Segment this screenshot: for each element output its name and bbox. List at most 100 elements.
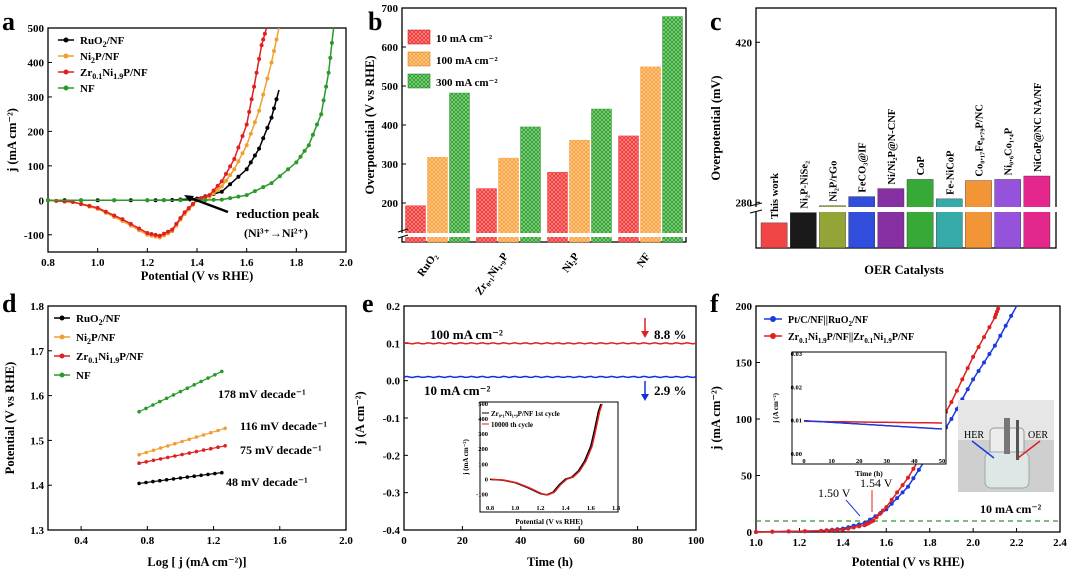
panel-a-nf-point: [328, 55, 333, 60]
panel-c-bar: [790, 212, 817, 249]
panel-b-category-label: Ni₂P: [560, 251, 582, 275]
panel-d-point: [144, 480, 148, 485]
panel-d-point: [201, 433, 206, 437]
panel-a-xtick-label: 1.0: [91, 257, 105, 269]
panel-f-zr-point: [830, 528, 834, 533]
f-inset-ytick: 0.02: [791, 384, 802, 391]
panel-f-ptc-point: [971, 377, 976, 382]
panel-a-xtick-label: 1.8: [289, 257, 303, 269]
panel-d-point: [173, 441, 177, 446]
panel-c-bar: [936, 198, 963, 249]
panel-f-ptc-point: [976, 369, 981, 373]
panel-c-bar-label: Co₀.₁₇Fe₀.₇₉P/NC: [975, 104, 986, 177]
e-inset-legend-2: 10000 th cycle: [491, 421, 533, 429]
panel-d-point: [173, 454, 177, 458]
f-inset-xtick: 20: [856, 458, 863, 465]
panel-a-ni2p-line: [47, 27, 280, 239]
panel-a-zr-point: [137, 226, 142, 231]
panel-a-ni2p-point: [232, 167, 237, 172]
panel-f-zr-point: [895, 490, 900, 495]
panel-f-zr-point: [982, 335, 986, 340]
panel-a-zr-point: [170, 227, 175, 232]
e-label-100: 100 mA cm⁻²: [430, 327, 503, 342]
panel-d: d 0.4 0.8 1.2 1.6 2.0 1.3 1.4 1.5 1.6 1.7 1.8 RuO2…: [2, 289, 353, 569]
panel-d-ytick-label: 1.7: [30, 346, 44, 358]
panel-d-point: [192, 383, 196, 387]
panel-f-inset: 0 10 20 30 40 50 0.00 0.01 0.02 0.03 Time (h) j (…: [772, 351, 947, 478]
panel-d-ytick-label: 1.4: [30, 480, 44, 492]
panel-a-zr-point: [95, 205, 100, 210]
panel-f-xtick-label: 1.0: [749, 537, 763, 549]
panel-c-bar-label: Ni₂P/rGo: [829, 161, 840, 202]
e-inset-ytick: 200: [478, 446, 488, 453]
panel-a-zr-point: [166, 229, 170, 234]
panel-a-zr-point: [182, 210, 187, 215]
panel-f-zr-point: [996, 306, 1001, 311]
e-inset-xtick: 1.2: [536, 505, 544, 512]
panel-d-point: [158, 446, 163, 450]
panel-e-xtick-label: 40: [515, 535, 527, 547]
panel-c-bar: [848, 196, 875, 249]
panel-b-bar: [662, 16, 683, 243]
panel-a-zr-point: [103, 209, 108, 214]
panel-d-frame: [47, 305, 347, 531]
panel-a-zr-point: [254, 70, 259, 75]
panel-d-point: [171, 393, 176, 397]
panel-a-ni2p-point: [215, 188, 220, 192]
panel-d-point: [151, 403, 155, 407]
slope-ruo2: 48 mV decade⁻¹: [226, 475, 308, 489]
panel-f-ptc-point: [949, 417, 954, 421]
slope-nf: 178 mV decade⁻¹: [218, 387, 306, 401]
panel-e-xtick-label: 0: [401, 535, 407, 547]
panel-d-point: [166, 444, 170, 448]
panel-a-legend: RuO2/NF Ni2P/NF Zr0.1Ni1.9P/NF NF: [58, 35, 148, 95]
f-inset-xlabel: Time (h): [855, 469, 883, 478]
panel-c-bar-label: This work: [770, 173, 781, 219]
panel-c-bar-label: Ni₀.₆Co₁.₄P: [1004, 127, 1015, 175]
e-inset-xtick: 1.6: [587, 505, 596, 512]
panel-a-nf-point: [236, 194, 241, 199]
panel-a-zr-point: [259, 43, 264, 48]
panel-c-bar-label: Ni/Ni₂P@N-CNF: [887, 109, 898, 185]
legend-a-ruo2: RuO2/NF: [80, 35, 125, 49]
panel-a-ylabel: j (mA cm⁻²): [5, 108, 19, 173]
legend-f-zr: Zr0.1Ni1.9P/NF||Zr0.1Ni1.9P/NF: [788, 332, 914, 345]
panel-b-bar: [520, 126, 541, 243]
panel-a-nf-point: [211, 197, 216, 202]
panel-d-point: [178, 476, 183, 480]
panel-a-ni2p-point: [269, 60, 274, 65]
slope-ni2p: 116 mV decade⁻¹: [240, 419, 327, 433]
legend-a-zr: Zr0.1Ni1.9P/NF: [80, 67, 148, 81]
panel-d-point: [151, 448, 156, 453]
panel-d-point: [137, 461, 141, 466]
e-drop-10: 2.9 %: [654, 383, 687, 398]
panel-a-zr-point: [215, 183, 220, 188]
panel-b-bar: [449, 92, 470, 243]
panel-d-point: [137, 409, 141, 414]
panel-b-label: b: [368, 7, 382, 36]
panel-a-nf-point: [79, 198, 84, 203]
panel-f-label: f: [710, 289, 719, 318]
panel-d-point: [194, 435, 199, 439]
panel-f-ptc-point: [965, 387, 970, 392]
panel-d-point: [144, 406, 148, 411]
photo-her-label: HER: [964, 430, 984, 441]
panel-d-point: [209, 446, 213, 451]
panel-f-ptc-point: [998, 333, 1003, 338]
panel-c-frame: [755, 7, 1057, 249]
electrolyzer-photo: HER OER: [958, 400, 1054, 492]
panel-a-zr-point: [157, 233, 162, 238]
panel-a-zr-point: [228, 164, 233, 169]
panel-d-point: [180, 439, 184, 444]
panel-a-zr-point: [174, 221, 179, 226]
panel-a-nf-point: [302, 148, 307, 153]
panel-f-ptc-point: [987, 352, 992, 356]
panel-f-xtick-label: 1.8: [923, 537, 937, 549]
panel-a-ruo2-point: [257, 146, 262, 151]
panel-f-zr-point: [857, 524, 862, 529]
panel-d-ytick-label: 1.5: [30, 435, 44, 447]
legend-d-nf: NF: [76, 370, 91, 382]
panel-f-zr-point: [954, 388, 959, 393]
panel-b-ylabel: Overpotential (V vs RHE): [363, 56, 377, 195]
f-ann-150-arrow: [845, 499, 861, 517]
